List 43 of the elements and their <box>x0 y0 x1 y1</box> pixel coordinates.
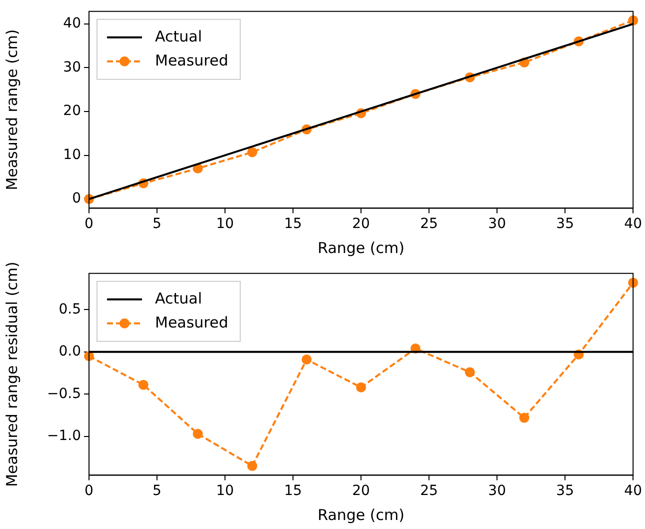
x-tick-label: 25 <box>420 483 438 500</box>
y-tick-label: 0 <box>72 190 81 207</box>
x-tick-label: 10 <box>216 483 234 500</box>
point <box>247 147 258 158</box>
x-tick-label: 20 <box>352 216 370 232</box>
x-tick-label: 35 <box>556 216 574 232</box>
x-tick-label: 40 <box>624 483 642 500</box>
x-tick-label: 25 <box>420 216 438 232</box>
y-tick-label: 20 <box>63 103 81 120</box>
y-tick-label: −0.5 <box>47 386 81 402</box>
legend-label: Actual <box>155 27 202 46</box>
point <box>247 460 258 471</box>
y-tick-label: 0.5 <box>58 301 81 318</box>
x-tick-label: 15 <box>284 483 302 500</box>
x-tick-label: 10 <box>216 216 234 232</box>
point <box>192 428 203 439</box>
x-tick-label: 40 <box>624 216 642 232</box>
x-axis-title: Range (cm) <box>318 506 404 524</box>
legend-label: Measured <box>155 51 228 70</box>
y-tick-label: 40 <box>63 16 81 32</box>
y-tick-label: 10 <box>63 146 81 163</box>
x-tick-label: 30 <box>488 216 506 232</box>
y-axis-title: Measured range residual (cm) <box>2 262 21 487</box>
x-tick-label: 20 <box>352 483 370 500</box>
point <box>519 412 530 423</box>
legend-label: Measured <box>155 313 228 332</box>
x-tick-label: 0 <box>84 483 94 500</box>
y-tick-label: 0.0 <box>58 344 81 360</box>
x-axis-title: Range (cm) <box>318 238 404 257</box>
x-tick-label: 5 <box>152 483 162 500</box>
x-tick-label: 5 <box>152 216 162 232</box>
x-tick-label: 15 <box>284 216 302 232</box>
x-tick-label: 30 <box>488 483 506 500</box>
y-axis-title: Measured range (cm) <box>2 29 21 190</box>
point <box>302 354 312 365</box>
point <box>138 380 148 390</box>
y-tick-label: 30 <box>63 59 81 76</box>
legend-label: Actual <box>155 289 202 308</box>
x-tick-label: 35 <box>556 483 574 500</box>
point <box>356 382 366 392</box>
x-tick-label: 0 <box>84 216 94 232</box>
point <box>464 367 475 378</box>
y-tick-label: −1.0 <box>47 428 81 444</box>
